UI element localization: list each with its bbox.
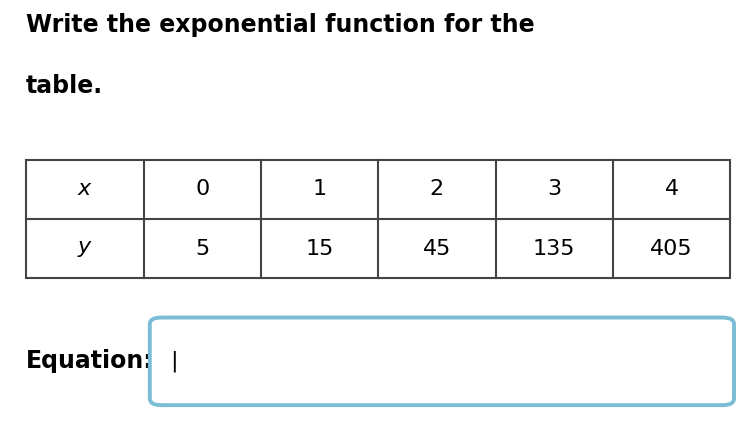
Text: 15: 15: [306, 239, 334, 258]
Text: 405: 405: [650, 239, 693, 258]
Text: $y$: $y$: [77, 239, 93, 258]
Text: 4: 4: [664, 180, 679, 199]
Text: Write the exponential function for the: Write the exponential function for the: [26, 13, 535, 37]
Text: $x$: $x$: [77, 180, 93, 199]
Text: 3: 3: [548, 180, 561, 199]
Text: 135: 135: [533, 239, 575, 258]
FancyBboxPatch shape: [150, 318, 734, 405]
Text: Equation:: Equation:: [26, 350, 154, 373]
Text: 1: 1: [312, 180, 327, 199]
Text: 45: 45: [422, 239, 451, 258]
Bar: [26, 160, 730, 278]
Text: 2: 2: [430, 180, 444, 199]
Text: |: |: [170, 350, 178, 372]
Text: 0: 0: [195, 180, 210, 199]
Text: 5: 5: [195, 239, 210, 258]
Text: table.: table.: [26, 74, 103, 99]
